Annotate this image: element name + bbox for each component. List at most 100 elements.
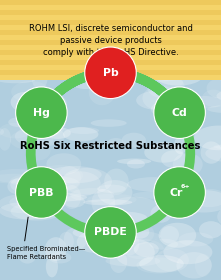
Ellipse shape	[96, 64, 122, 87]
Ellipse shape	[91, 189, 115, 216]
Ellipse shape	[173, 153, 203, 176]
Ellipse shape	[199, 221, 221, 239]
Ellipse shape	[37, 187, 62, 213]
Text: PBB: PBB	[29, 188, 54, 197]
Ellipse shape	[163, 240, 212, 264]
Ellipse shape	[89, 79, 115, 105]
Ellipse shape	[192, 189, 221, 207]
Ellipse shape	[215, 62, 221, 82]
Ellipse shape	[11, 92, 40, 112]
Ellipse shape	[131, 225, 149, 239]
Ellipse shape	[151, 205, 172, 223]
Ellipse shape	[0, 169, 45, 183]
Ellipse shape	[207, 105, 221, 113]
Text: Cr: Cr	[170, 188, 183, 197]
Ellipse shape	[17, 97, 55, 115]
Ellipse shape	[85, 207, 136, 258]
Ellipse shape	[155, 248, 189, 272]
Ellipse shape	[59, 232, 74, 251]
Ellipse shape	[174, 136, 187, 154]
Ellipse shape	[217, 88, 221, 103]
Ellipse shape	[213, 144, 221, 150]
Ellipse shape	[0, 194, 51, 213]
Ellipse shape	[122, 133, 146, 148]
Ellipse shape	[97, 180, 132, 205]
Ellipse shape	[110, 249, 127, 273]
Ellipse shape	[7, 179, 27, 194]
Ellipse shape	[115, 239, 155, 267]
Ellipse shape	[63, 185, 81, 209]
Ellipse shape	[184, 196, 197, 208]
Ellipse shape	[63, 127, 99, 141]
Ellipse shape	[59, 171, 101, 197]
Ellipse shape	[154, 87, 205, 139]
Ellipse shape	[143, 86, 178, 111]
Ellipse shape	[27, 111, 51, 124]
Bar	[0, 0, 221, 80]
Bar	[0, 50, 221, 55]
Bar	[0, 30, 221, 35]
Text: 6+: 6+	[181, 184, 191, 189]
Ellipse shape	[64, 195, 85, 207]
Ellipse shape	[144, 142, 183, 163]
Ellipse shape	[101, 219, 126, 244]
Ellipse shape	[70, 188, 114, 202]
Ellipse shape	[205, 144, 221, 162]
Ellipse shape	[19, 249, 36, 264]
Ellipse shape	[178, 190, 221, 213]
Ellipse shape	[154, 77, 183, 88]
Ellipse shape	[32, 69, 48, 89]
Ellipse shape	[154, 64, 204, 86]
Ellipse shape	[46, 153, 81, 175]
Ellipse shape	[195, 254, 211, 277]
Ellipse shape	[64, 227, 88, 250]
Ellipse shape	[152, 58, 179, 81]
Ellipse shape	[11, 202, 63, 221]
Ellipse shape	[0, 202, 53, 220]
Ellipse shape	[86, 56, 107, 82]
Ellipse shape	[127, 160, 145, 169]
Ellipse shape	[0, 123, 31, 138]
Ellipse shape	[35, 93, 67, 116]
Ellipse shape	[149, 239, 178, 250]
Ellipse shape	[132, 191, 187, 199]
Text: PBDE: PBDE	[94, 227, 127, 237]
Ellipse shape	[8, 117, 30, 127]
Ellipse shape	[107, 197, 160, 221]
Ellipse shape	[154, 167, 205, 218]
Ellipse shape	[36, 165, 83, 186]
Ellipse shape	[122, 239, 164, 260]
Ellipse shape	[49, 252, 71, 263]
Ellipse shape	[69, 127, 99, 134]
Ellipse shape	[85, 47, 136, 99]
Ellipse shape	[39, 247, 60, 259]
Ellipse shape	[10, 176, 40, 193]
Ellipse shape	[10, 129, 53, 150]
Ellipse shape	[57, 166, 81, 190]
Ellipse shape	[104, 169, 129, 195]
Ellipse shape	[15, 126, 65, 147]
Text: Cd: Cd	[172, 108, 187, 118]
Bar	[0, 10, 221, 15]
Ellipse shape	[108, 138, 124, 146]
Ellipse shape	[120, 231, 161, 242]
Ellipse shape	[134, 242, 159, 257]
Text: Pb: Pb	[103, 68, 118, 78]
Bar	[0, 70, 221, 75]
Ellipse shape	[202, 90, 221, 107]
Ellipse shape	[47, 166, 102, 183]
Ellipse shape	[119, 232, 139, 256]
Ellipse shape	[117, 158, 151, 164]
Ellipse shape	[0, 128, 4, 136]
Ellipse shape	[38, 193, 87, 202]
Ellipse shape	[97, 185, 126, 193]
Ellipse shape	[164, 110, 177, 132]
Ellipse shape	[45, 237, 67, 261]
Ellipse shape	[201, 141, 221, 164]
Ellipse shape	[72, 227, 102, 238]
Text: RoHS Six Restricted Substances: RoHS Six Restricted Substances	[20, 141, 201, 151]
Ellipse shape	[9, 194, 62, 211]
Bar	[0, 20, 221, 25]
Ellipse shape	[127, 177, 179, 192]
Ellipse shape	[131, 72, 182, 82]
